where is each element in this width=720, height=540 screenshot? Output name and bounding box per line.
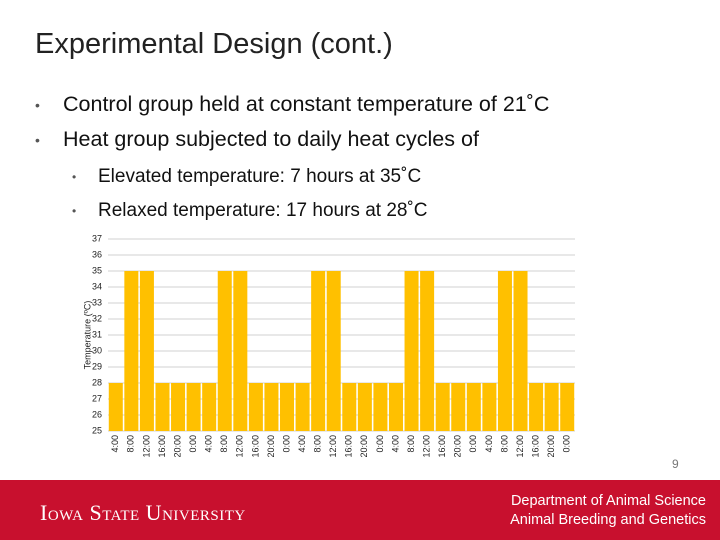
x-tick-label: 12:00	[235, 435, 245, 458]
bar	[264, 383, 279, 431]
bullet-text: Heat group subjected to daily heat cycle…	[63, 127, 479, 151]
y-tick-label: 27	[92, 393, 102, 403]
group-name: Animal Breeding and Genetics	[510, 512, 706, 528]
x-tick-label: 8:00	[313, 435, 323, 453]
bar	[202, 383, 217, 431]
bar	[560, 383, 575, 431]
bar	[233, 271, 248, 431]
x-tick-label: 20:00	[172, 435, 182, 458]
x-tick-label: 0:00	[188, 435, 198, 453]
bullet: • Heat group subjected to daily heat cycl…	[35, 127, 479, 151]
bar	[342, 383, 357, 431]
bar	[295, 383, 310, 431]
x-tick-label: 4:00	[390, 435, 400, 453]
y-tick-label: 25	[92, 425, 102, 435]
x-tick-label: 20:00	[266, 435, 276, 458]
x-tick-label: 12:00	[421, 435, 431, 458]
bar	[482, 383, 497, 431]
x-tick-label: 20:00	[359, 435, 369, 458]
bar	[513, 271, 528, 431]
y-tick-label: 30	[92, 345, 102, 355]
x-tick-label: 4:00	[297, 435, 307, 453]
x-tick-label: 0:00	[468, 435, 478, 453]
chart: Temperature (ºC) 25 26 27 28 29 30 31 32 33 34 35 3…	[82, 233, 575, 458]
footer: Iowa State University Department of Anim…	[0, 480, 720, 540]
bar	[529, 383, 544, 431]
y-tick-label: 36	[92, 249, 102, 259]
bullet-text: Elevated temperature: 7 hours at 35˚C	[98, 166, 422, 187]
bar	[357, 383, 372, 431]
bar	[451, 383, 466, 431]
x-tick-label: 20:00	[453, 435, 463, 458]
bar	[280, 383, 295, 431]
x-tick-label: 16:00	[157, 435, 167, 458]
bar	[108, 383, 123, 431]
x-tick-label: 16:00	[344, 435, 354, 458]
sub-bullet: • Elevated temperature: 7 hours at 35˚C	[72, 166, 422, 187]
bar	[404, 271, 419, 431]
y-tick-label: 29	[92, 361, 102, 371]
bullet-text: Relaxed temperature: 17 hours at 28˚C	[98, 200, 428, 221]
bar	[248, 383, 263, 431]
bar	[435, 383, 450, 431]
bar	[311, 271, 326, 431]
bar	[420, 271, 435, 431]
bar	[388, 383, 403, 431]
x-tick-label: 12:00	[141, 435, 151, 458]
x-tick-label: 8:00	[499, 435, 509, 453]
department: Department of Animal Science Animal Breed…	[510, 492, 706, 530]
x-tick-label: 0:00	[562, 435, 572, 453]
bar	[139, 271, 154, 431]
sub-bullet: • Relaxed temperature: 17 hours at 28˚C	[72, 200, 428, 221]
y-tick-label: 28	[92, 377, 102, 387]
bullet: • Control group held at constant temperat…	[35, 92, 550, 116]
x-tick-label: 8:00	[219, 435, 229, 453]
x-tick-label: 16:00	[437, 435, 447, 458]
bullet-text: Control group held at constant temperatu…	[63, 92, 550, 116]
logo: Iowa State University	[40, 500, 246, 525]
x-tick-label: 12:00	[328, 435, 338, 458]
bar	[124, 271, 139, 431]
y-tick-label: 26	[92, 409, 102, 419]
y-axis-label: Temperature (ºC)	[82, 301, 92, 370]
bar	[544, 383, 559, 431]
bar	[186, 383, 201, 431]
y-tick-label: 34	[92, 281, 102, 291]
x-tick-label: 16:00	[530, 435, 540, 458]
x-tick-label: 8:00	[126, 435, 136, 453]
bar	[466, 383, 481, 431]
page-number: 9	[672, 457, 679, 471]
bar	[155, 383, 170, 431]
slide-title: Experimental Design (cont.)	[35, 28, 393, 60]
x-tick-label: 0:00	[281, 435, 291, 453]
x-tick-label: 4:00	[204, 435, 214, 453]
x-tick-label: 4:00	[484, 435, 494, 453]
x-tick-label: 16:00	[250, 435, 260, 458]
x-tick-label: 12:00	[515, 435, 525, 458]
bar	[326, 271, 341, 431]
x-tick-label: 8:00	[406, 435, 416, 453]
bar	[497, 271, 512, 431]
x-tick-label: 20:00	[546, 435, 556, 458]
bar	[171, 383, 186, 431]
bar	[217, 271, 232, 431]
department-name: Department of Animal Science	[510, 493, 706, 509]
x-tick-label: 4:00	[110, 435, 120, 453]
y-tick-label: 33	[92, 297, 102, 307]
x-tick-label: 0:00	[375, 435, 385, 453]
bar	[373, 383, 388, 431]
y-tick-label: 37	[92, 233, 102, 243]
y-tick-label: 32	[92, 313, 102, 323]
y-tick-label: 35	[92, 265, 102, 275]
y-tick-label: 31	[92, 329, 102, 339]
